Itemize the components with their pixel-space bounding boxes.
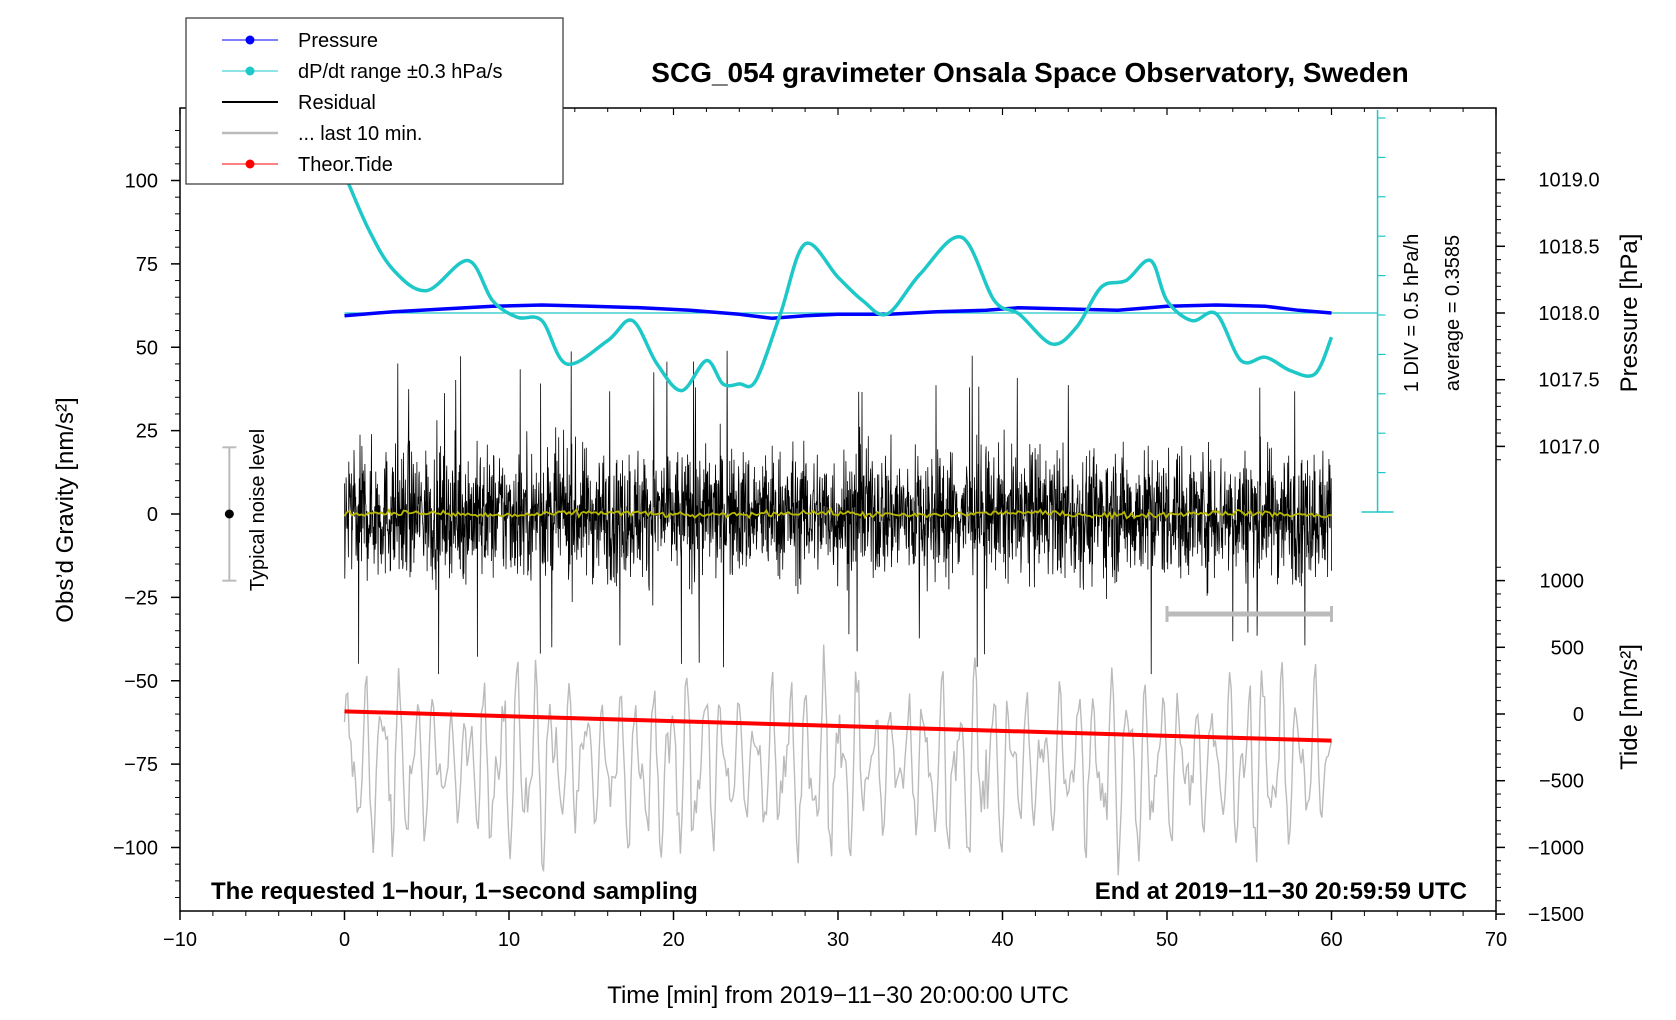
y-tick-label-gravity: 100	[125, 171, 158, 193]
x-tick-label: 70	[1485, 929, 1507, 951]
y-axis-title-tide: Tide [nm/s²]	[1616, 644, 1643, 770]
axis-ticks: −10 0 10 20 30 40 50 60 701007550250−25−50−75−10…	[113, 108, 1600, 951]
y-tick-label-tide: −500	[1539, 771, 1584, 793]
y-tick-label-tide: −1000	[1528, 837, 1584, 859]
noise-dot	[224, 509, 234, 519]
legend-marker-1	[245, 66, 255, 76]
y-tick-label-pressure: 1017.5	[1538, 370, 1599, 392]
annotations	[222, 110, 1394, 622]
legend-marker-0	[245, 35, 255, 45]
legend-label-0: Pressure	[298, 30, 378, 52]
sampling-note: The requested 1−hour, 1−second sampling	[211, 878, 698, 905]
data-series	[342, 173, 1378, 876]
y-tick-label-gravity: 25	[136, 421, 158, 443]
legend-label-1: dP/dt range ±0.3 hPa/s	[298, 61, 502, 83]
y-axis-title-gravity: Obs’d Gravity [nm/s²]	[52, 397, 79, 622]
legend-label-4: Theor.Tide	[298, 154, 393, 176]
y-axis-title-pressure: Pressure [hPa]	[1616, 234, 1643, 393]
y-tick-label-gravity: −50	[124, 671, 158, 693]
legend-label-3: ... last 10 min.	[298, 123, 423, 145]
x-tick-label: 10	[498, 929, 520, 951]
y-tick-label-pressure: 1018.0	[1538, 303, 1599, 325]
div-label: 1 DIV = 0.5 hPa/h	[1401, 234, 1423, 392]
y-tick-label-gravity: −100	[113, 838, 158, 860]
dpdt-line	[342, 173, 1334, 393]
x-tick-label: 20	[662, 929, 684, 951]
y-tick-label-gravity: 0	[147, 504, 158, 526]
y-tick-label-tide: 0	[1573, 704, 1584, 726]
x-tick-label: −10	[163, 929, 197, 951]
chart-title: SCG_054 gravimeter Onsala Space Observat…	[651, 57, 1408, 88]
y-tick-label-gravity: −25	[124, 587, 158, 609]
y-tick-label-pressure: 1017.0	[1538, 436, 1599, 458]
y-tick-label-pressure: 1018.5	[1538, 236, 1599, 258]
noise-level-label: Typical noise level	[247, 429, 269, 591]
x-tick-label: 40	[991, 929, 1013, 951]
y-tick-label-tide: 500	[1551, 637, 1584, 659]
y-tick-label-tide: 1000	[1540, 571, 1585, 593]
x-axis-title: Time [min] from 2019−11−30 20:00:00 UTC	[607, 982, 1069, 1009]
legend-label-2: Residual	[298, 92, 376, 114]
pressure-line	[344, 303, 1332, 321]
y-tick-label-gravity: 50	[136, 337, 158, 359]
legend-marker-4	[245, 159, 255, 169]
theor-tide-line	[344, 709, 1332, 743]
y-tick-label-pressure: 1019.0	[1538, 170, 1599, 192]
x-tick-label: 60	[1320, 929, 1342, 951]
residual-mean-line	[343, 507, 1332, 521]
y-tick-label-gravity: −75	[124, 754, 158, 776]
legend-entries: Pressure dP/dt range ±0.3 hPa/s Residual..…	[222, 30, 502, 176]
y-tick-label-gravity: 75	[136, 254, 158, 276]
legend: Pressure dP/dt range ±0.3 hPa/s Residual..…	[185, 17, 564, 185]
x-tick-label: 30	[827, 929, 849, 951]
average-label: average = 0.3585	[1442, 235, 1464, 391]
x-tick-label: 50	[1156, 929, 1178, 951]
y-tick-label-tide: −1500	[1528, 904, 1584, 926]
end-time-note: End at 2019−11−30 20:59:59 UTC	[1095, 878, 1467, 905]
residual-line	[344, 350, 1332, 675]
last-10-min-line	[343, 644, 1333, 876]
x-tick-label: 0	[339, 929, 350, 951]
